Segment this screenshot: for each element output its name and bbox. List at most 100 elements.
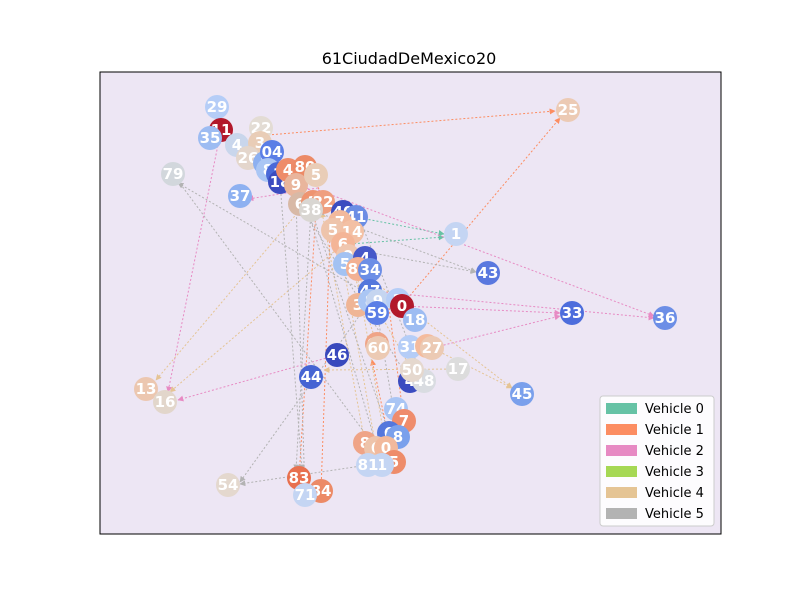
chart-title: 61CiudadDeMexico20 [322,49,497,68]
customer-node: 81 [356,453,380,477]
legend: Vehicle 0 Vehicle 1 Vehicle 2 Vehicle 3 … [599,395,715,527]
node-label: 0 [381,439,391,457]
edge-vehicle-5 [309,209,390,434]
customer-node: 38 [299,198,323,222]
node-label: 45 [512,385,533,403]
node-marker [299,365,323,389]
edge-vehicle-4 [155,203,306,381]
legend-swatch [606,403,637,414]
node-label: 18 [405,311,426,329]
node-label: 1 [451,225,461,243]
node-label: 31 [400,338,421,356]
node-marker [299,198,323,222]
customer-node: 13 [134,377,158,401]
node-label: 27 [422,339,443,357]
node-label: 13 [136,380,157,398]
node-label: 5 [328,221,338,239]
customer-node: 35 [198,126,222,150]
node-label: 1 [377,456,387,474]
node-marker [510,382,534,406]
node-label: 71 [295,486,316,504]
node-marker [293,483,317,507]
legend-entry-vehicle-4: Vehicle 4 [606,486,704,501]
node-label: 44 [301,368,322,386]
legend-label: Vehicle 3 [645,465,704,480]
node-label: 36 [655,309,676,327]
node-label: 46 [327,346,348,364]
legend-entry-vehicle-3: Vehicle 3 [606,465,704,480]
node-marker [216,473,240,497]
legend-entry-vehicle-5: Vehicle 5 [606,507,704,522]
edge-vehicle-5 [177,182,381,302]
legend-swatch [606,487,637,498]
edge-vehicle-1 [298,209,319,479]
legend-label: Vehicle 0 [645,402,704,417]
node-label: 35 [200,129,221,147]
node-label: 43 [478,264,499,282]
node-label: 4 [283,161,293,179]
node-label: 5 [311,166,321,184]
node-marker [366,336,390,360]
customer-node: 17 [446,357,470,381]
route-nodes: 2911354223261048118480957937256222384041… [134,95,677,507]
node-marker [325,343,349,367]
node-label: 50 [402,361,423,379]
legend-swatch [606,424,637,435]
node-label: 04 [262,143,283,161]
node-marker [161,162,185,186]
node-label: 4 [360,249,370,267]
customer-node: 36 [653,306,677,330]
edge-vehicle-2 [177,354,338,402]
node-label: 6 [295,195,305,213]
node-marker [365,301,389,325]
edge-vehicle-2 [369,290,655,321]
edge-vehicle-1 [401,117,561,306]
customer-node: 29 [205,95,229,119]
customer-node: 44 [299,365,323,389]
customer-node: 59 [365,301,389,325]
legend-entry-vehicle-1: Vehicle 1 [606,423,704,438]
node-label: 0 [397,297,407,315]
node-marker [403,308,427,332]
legend-label: Vehicle 1 [645,423,704,438]
edge-vehicle-2 [166,129,222,393]
node-marker [228,184,252,208]
node-label: 83 [289,469,310,487]
node-marker [205,95,229,119]
node-label: 17 [448,360,469,378]
node-marker [420,336,444,360]
node-label: 59 [367,304,388,322]
legend-swatch [606,445,637,456]
edge-vehicle-5 [239,300,371,483]
edge-vehicle-5 [172,173,371,441]
node-label: 33 [562,304,583,322]
customer-node: 71 [293,483,317,507]
customer-node: 5 [304,163,328,187]
node-marker [260,140,284,164]
node-marker [446,357,470,381]
node-label: 8 [393,428,403,446]
edge-vehicle-5 [303,199,383,466]
node-label: 81 [358,456,379,474]
node-marker [400,358,424,382]
node-marker [153,390,177,414]
customer-node: 04 [260,140,284,164]
node-label: 37 [230,187,251,205]
customer-node: 18 [403,308,427,332]
node-label: 9 [373,292,383,310]
legend-label: Vehicle 5 [645,507,704,522]
node-marker [356,453,380,477]
node-marker [284,173,308,197]
customer-node: 31 [398,335,422,359]
node-marker [304,163,328,187]
edge-vehicle-4 [431,347,513,389]
edge-vehicle-1 [320,235,333,492]
customer-node: 34 [358,258,382,282]
customer-node: 60 [366,336,390,360]
legend-label: Vehicle 4 [645,486,704,501]
customer-node: 33 [560,301,584,325]
customer-node: 16 [153,390,177,414]
legend-entry-vehicle-0: Vehicle 0 [606,402,704,417]
edge-vehicle-5 [279,181,305,471]
edge-vehicle-1 [267,108,556,136]
